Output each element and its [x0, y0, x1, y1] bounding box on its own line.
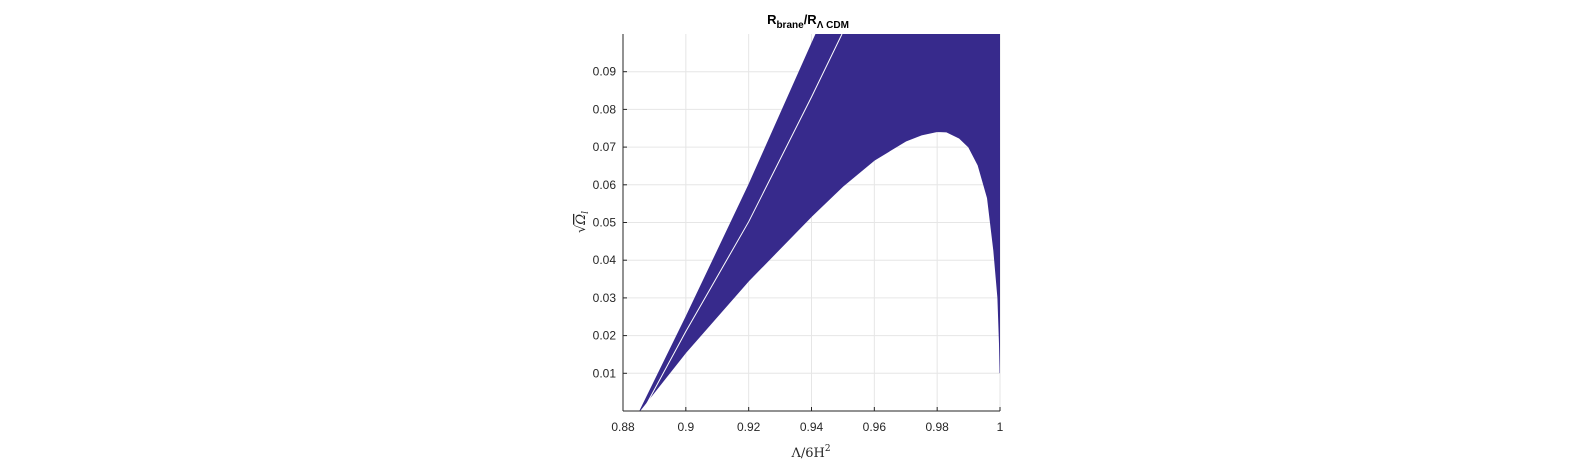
chart-title: Rbrane/RΛ CDM [767, 12, 849, 31]
x-axis-label-main: Λ/6H [790, 446, 824, 461]
y-tick-label-8: 0.09 [593, 65, 617, 79]
x-tick-labels: 0.88 0.9 0.92 0.94 0.96 0.98 1 [611, 420, 1003, 434]
axes [622, 34, 1001, 412]
title-subscript-brane: brane [776, 20, 804, 31]
title-mid: /R [804, 12, 818, 27]
x-tick-label-6: 1 [997, 420, 1004, 434]
y-tick-label-3: 0.04 [593, 253, 617, 267]
gap-curve [642, 34, 843, 411]
filled-region [639, 34, 1000, 411]
x-tick-label-5: 0.98 [925, 420, 949, 434]
x-axis-label: Λ/6H2 [790, 444, 830, 461]
data-region [639, 34, 1000, 411]
y-tick-label-5: 0.06 [593, 178, 617, 192]
y-tick-label-6: 0.07 [593, 140, 617, 154]
y-tick-label-4: 0.05 [593, 216, 617, 230]
y-tick-label-7: 0.08 [593, 102, 617, 116]
x-tick-label-0: 0.88 [611, 420, 635, 434]
title-main: R [767, 12, 777, 27]
y-tick-labels: 0.01 0.02 0.03 0.04 0.05 0.06 0.07 0.08 0.09 [593, 65, 617, 381]
y-tick-label-1: 0.02 [593, 329, 617, 343]
x-tick-label-4: 0.96 [863, 420, 887, 434]
x-tick-label-2: 0.92 [737, 420, 761, 434]
x-tick-label-3: 0.94 [800, 420, 824, 434]
x-axis-label-superscript: 2 [825, 444, 831, 454]
y-axis-label-subscript: l [581, 211, 591, 214]
y-axis-label: √Ωl [574, 211, 591, 233]
y-tick-label-0: 0.01 [593, 366, 617, 380]
y-axis-label-main: Ω [574, 214, 589, 226]
y-tick-label-2: 0.03 [593, 291, 617, 305]
y-axis-label-root: √ [574, 224, 589, 233]
x-tick-label-1: 0.9 [677, 420, 694, 434]
title-subscript-lcdm: Λ CDM [817, 20, 849, 31]
